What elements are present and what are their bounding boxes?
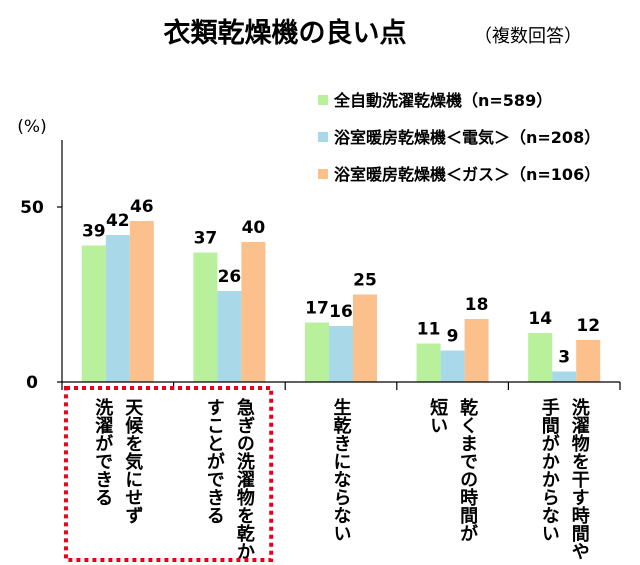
bar [105,235,130,382]
y-axis: 0 50 [20,140,63,393]
data-label: 14 [528,309,552,329]
legend-label: 浴室暖房乾燥機＜ガス＞（n=106） [334,165,600,184]
highlight-rect [64,386,274,562]
bar [440,350,465,382]
data-label: 39 [82,222,106,242]
data-label: 18 [465,295,489,315]
bar [552,371,577,382]
x-tick-label: 手間がかからない [539,397,560,542]
data-label: 9 [447,327,459,347]
bar [464,319,489,382]
legend: 全自動洗濯乾燥機（n=589） 浴室暖房乾燥機＜電気＞（n=208） 浴室暖房乾燥機… [318,91,600,184]
legend-label: 全自動洗濯乾燥機（n=589） [333,91,552,110]
bar [416,343,441,382]
legend-swatch [318,132,328,142]
bar [329,326,353,382]
chart-title: 衣類乾燥機の良い点 [164,17,407,49]
bars [81,221,601,382]
data-label: 3 [558,348,570,368]
x-tick-label: 天候を気にせず [122,398,143,524]
legend-swatch [318,95,328,105]
data-label: 25 [353,271,377,291]
data-label: 40 [242,218,266,238]
legend-label: 浴室暖房乾燥機＜電気＞（n=208） [334,128,600,147]
highlight-box [64,386,274,562]
x-tick-label: すことができる [204,398,225,524]
data-label: 37 [194,229,218,249]
data-label: 11 [417,320,441,340]
x-tick-label: 洗濯ができる [92,397,113,506]
bar [241,242,266,382]
y-tick-label: 0 [26,373,38,393]
data-label: 16 [329,302,353,322]
x-tick-label: 短い [427,397,448,434]
bar [129,221,154,382]
y-axis-label: (%) [17,117,46,137]
x-tick-label: 乾くまでの時間が [457,397,478,542]
data-label: 12 [576,316,600,336]
chart-subtitle: （複数回答） [474,26,582,47]
data-label: 42 [106,211,130,231]
y-tick-label: 50 [20,198,44,218]
bar [193,252,218,382]
x-tick-label: 急ぎの洗濯物を乾か [234,397,255,560]
bar [576,340,601,382]
data-label: 17 [305,299,329,319]
x-tick-label: 生乾きにならない [331,397,352,542]
bar [305,322,329,382]
bar [81,245,106,382]
data-label: 46 [130,197,154,217]
bar [353,294,377,382]
bar [217,291,242,382]
data-label: 26 [218,267,242,287]
bar [528,333,553,382]
legend-swatch [318,169,328,179]
x-tick-label: 洗濯物を干す時間や [569,397,590,560]
